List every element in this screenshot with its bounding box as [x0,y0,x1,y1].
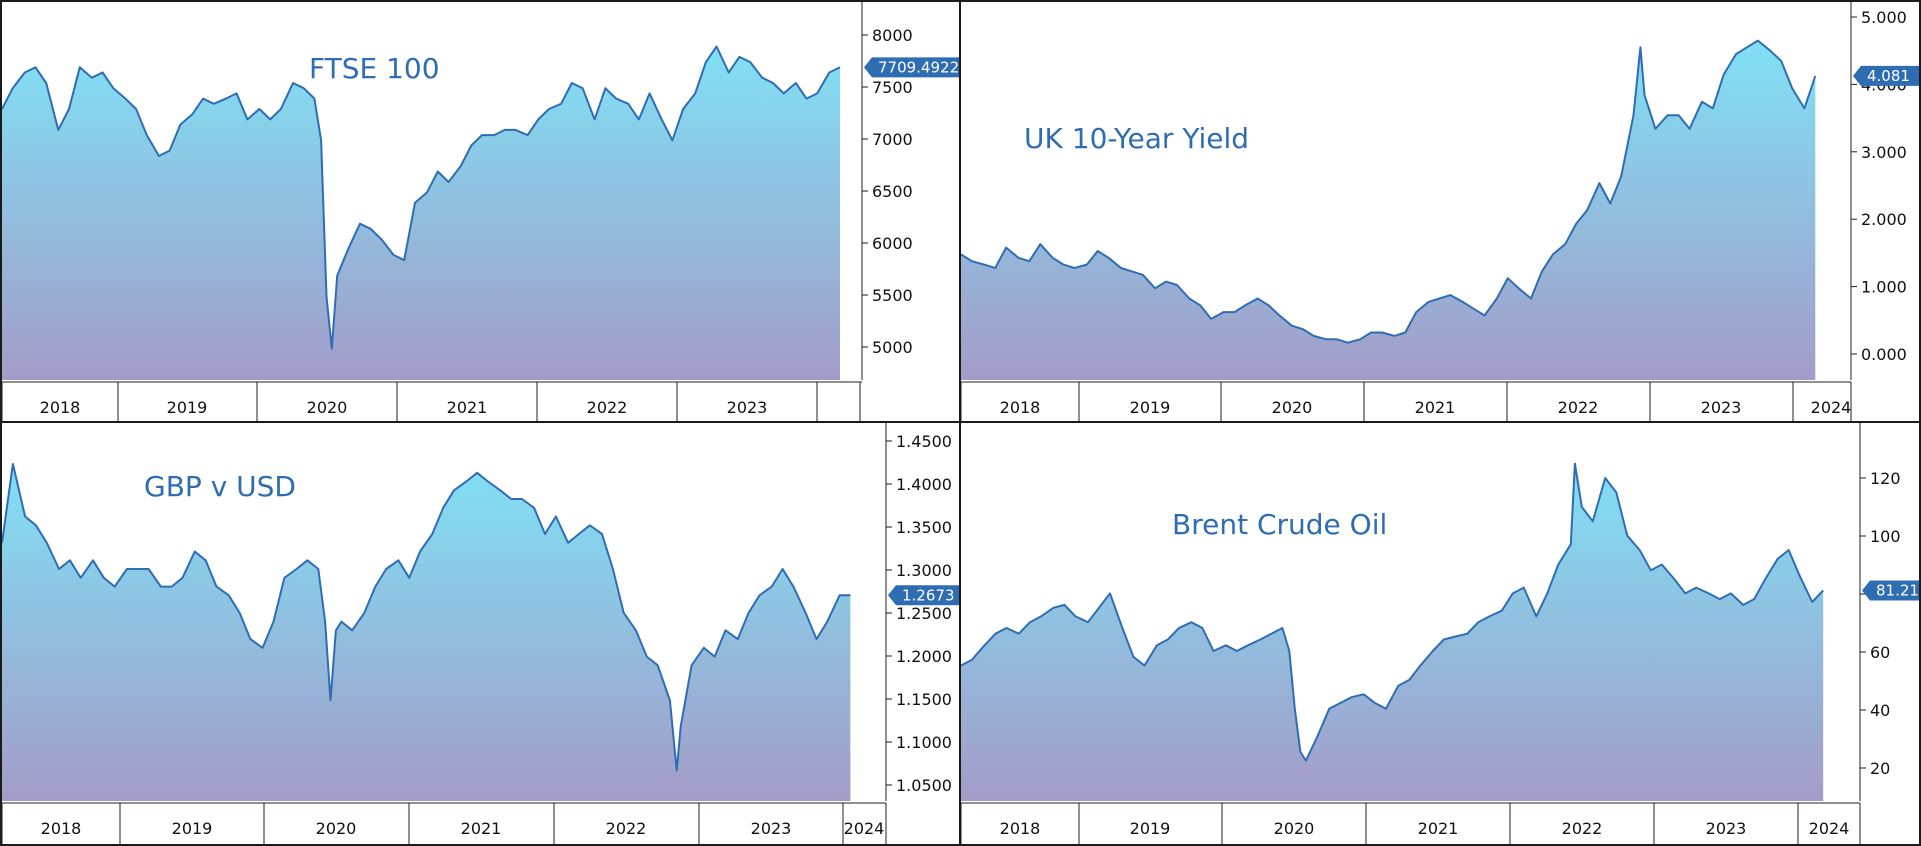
y-tick-label: 6000 [872,234,913,253]
y-tick-label: 20 [1870,759,1890,778]
y-tick-label: 1.4000 [896,475,952,494]
x-tick-label: 2021 [1415,398,1456,417]
last-value-tag [888,585,959,606]
area-fill [961,40,1816,380]
last-value-label: 4.081 [1867,67,1910,85]
ftse-100-chart: FTSE 100 5000 5500 6000 6500 7000 7500 8000 770… [2,2,959,421]
x-tick-label: 2024 [1811,398,1852,417]
x-tick-label: 2021 [447,398,488,417]
chart-title: Brent Crude Oil [1172,508,1387,541]
x-tick-label: 2019 [167,398,208,417]
y-tick-label: 1.3500 [896,518,952,537]
x-tick-label: 2023 [1701,398,1742,417]
uk-10-year-yield-panel: UK 10-Year Yield 0.000 1.000 2.000 3.000 4.0… [959,0,1921,423]
last-value-label: 1.2673 [902,586,955,604]
last-value-tag [1853,65,1919,86]
ftse-100-panel: FTSE 100 5000 5500 6000 6500 7000 7500 8000 770… [0,0,961,423]
area-fill [961,463,1824,801]
y-tick-label: 1.3000 [896,561,952,580]
y-tick-label: 3.000 [1861,143,1907,162]
brent-crude-oil-panel: Brent Crude Oil 2040608010012081.2120182… [959,421,1921,846]
x-tick-label: 2021 [461,819,502,838]
series-line [961,39,1817,344]
y-tick-label: 1.1000 [896,733,952,752]
brent-crude-oil-chart: Brent Crude Oil 2040608010012081.2120182… [961,423,1919,844]
y-tick-label: 1.2000 [896,647,952,666]
area-fill [2,464,851,801]
y-tick-label: 8000 [872,26,913,45]
y-tick-label: 0.000 [1861,345,1907,364]
y-tick-label: 1.1500 [896,690,952,709]
x-tick-label: 2018 [40,398,81,417]
x-tick-label: 2022 [587,398,628,417]
x-tick-label: 2019 [1130,819,1171,838]
gbp-v-usd-panel: GBP v USD 1.0500 1.1000 1.1500 1.2000 1.2500… [0,421,961,846]
last-value-label: 7709.4922 [878,58,959,76]
x-tick-label: 2023 [1706,819,1747,838]
x-tick-label: 2023 [751,819,792,838]
x-tick-label: 2024 [844,819,885,838]
x-tick-label: 2020 [307,398,348,417]
chart-title: UK 10-Year Yield [1024,122,1249,155]
y-tick-label: 5000 [872,338,913,357]
uk-10-year-yield-chart: UK 10-Year Yield 0.000 1.000 2.000 3.000 4.0… [961,2,1919,421]
x-tick-label: 2018 [1000,819,1041,838]
y-tick-label: 1.4500 [896,432,952,451]
last-value-tag [864,57,959,78]
chart-title: GBP v USD [144,470,296,503]
y-tick-label: 1.2500 [896,604,952,623]
x-tick-label: 2018 [41,819,82,838]
chart-title: FTSE 100 [309,52,440,85]
x-tick-label: 2023 [727,398,768,417]
x-tick-label: 2022 [1558,398,1599,417]
y-tick-label: 2.000 [1861,210,1907,229]
last-value-tag [1862,580,1919,601]
y-tick-label: 60 [1870,643,1890,662]
x-tick-label: 2019 [1130,398,1171,417]
series-line [961,462,1824,762]
y-tick-label: 40 [1870,701,1890,720]
y-tick-label: 5.000 [1861,8,1907,27]
y-tick-label: 7500 [872,78,913,97]
y-tick-label: 100 [1870,527,1901,546]
y-tick-label: 7000 [872,130,913,149]
last-value-label: 81.21 [1876,581,1919,599]
y-tick-label: 5500 [872,286,913,305]
x-tick-label: 2018 [1000,398,1041,417]
y-tick-label: 6500 [872,182,913,201]
x-tick-label: 2022 [1562,819,1603,838]
y-tick-label: 1.0500 [896,776,952,795]
x-tick-label: 2019 [172,819,213,838]
y-tick-label: 1.000 [1861,278,1907,297]
x-tick-label: 2020 [1274,819,1315,838]
area-fill [2,46,840,380]
series-line [2,45,841,350]
x-tick-label: 2020 [1272,398,1313,417]
x-tick-label: 2020 [316,819,357,838]
x-tick-label: 2021 [1418,819,1459,838]
x-tick-label: 2024 [1809,819,1850,838]
series-line [2,463,851,772]
gbp-v-usd-chart: GBP v USD 1.0500 1.1000 1.1500 1.2000 1.2500… [2,423,959,844]
x-tick-label: 2022 [606,819,647,838]
y-tick-label: 120 [1870,469,1901,488]
